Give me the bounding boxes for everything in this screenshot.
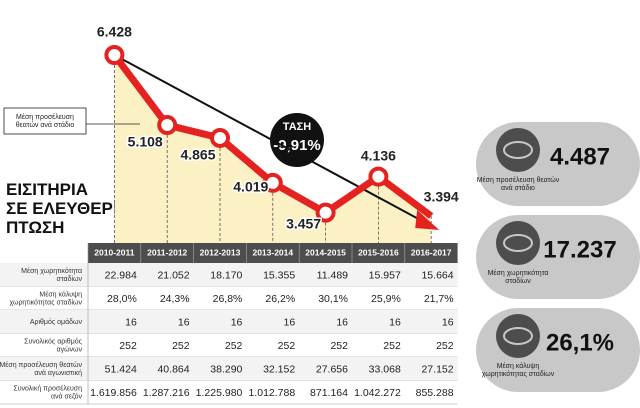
table-cell: 871.164 [310,387,348,399]
table-cell: 252 [436,340,454,352]
row-label: Μέση προσέλευση θεατών ανά αγωνιστική [0,361,82,377]
point-marker [210,127,230,148]
table-cell: 1.042.272 [354,387,401,399]
stat-label: Μέση χωρητικότητα σταδίων [488,269,549,285]
data-label: 3.394 [424,189,459,205]
table-cell: 51.424 [105,364,137,376]
stat-icon-detail [503,141,533,159]
table-row-bg [0,380,458,404]
column-header: 2016-2017 [411,247,452,257]
point-marker [157,115,178,136]
table-cell: 855.288 [416,387,454,399]
table-cell: 16 [231,317,243,329]
table-cell: 16 [389,317,401,329]
stat-value: 26,1% [546,329,614,356]
legend-label: Μέση προσέλευση θεατών ανά στάδιο [16,113,75,129]
data-label: 4.865 [180,147,215,163]
stat-icon-detail [503,234,533,252]
data-label: 4.136 [361,147,396,163]
table-cell: 24,3% [160,293,190,305]
stat-icon [496,221,540,265]
trend-line [113,54,436,229]
stat-value: 4.487 [550,143,610,170]
trend-badge: ΤΑΣΗ -9,91% [270,113,324,167]
column-header: 2011-2012 [147,247,187,257]
table-cell: 21,7% [424,293,454,305]
table-cell: 27.656 [316,364,348,376]
table-cell: 18.170 [210,270,242,282]
table-cell: 16 [125,317,137,329]
data-label: 6.428 [97,24,132,40]
data-label: 3.457 [286,215,321,231]
table-cell: 15.664 [421,270,453,282]
stat-icon [496,128,540,172]
row-label: Συνολική προσέλευση ανά σεζόν [13,384,82,400]
stat-value: 17.237 [543,236,616,263]
table-cell: 1.287.216 [143,387,190,399]
row-label: Αριθμός ομάδων [30,318,83,326]
row-label: Μέση χωρητικότητα σταδίων [21,267,82,283]
table-cell: 15.957 [369,270,401,282]
table-cell: 27.152 [421,364,453,376]
trend-value: -9,91% [273,137,321,154]
table-cell: 16 [178,317,190,329]
table-cell: 25,9% [371,293,401,305]
trend-label: ΤΑΣΗ [283,121,311,133]
table-cell: 40.864 [157,364,189,376]
table-cell: 16 [336,317,348,329]
trend-circle [270,113,324,167]
point-marker [262,172,283,193]
table-cell: 32.152 [263,364,295,376]
table-cell: 11.489 [317,270,348,282]
table-cell: 252 [172,340,190,352]
column-header: 2012-2013 [200,247,241,257]
table-cell: 15.355 [263,270,295,282]
point-marker [104,45,125,65]
chart-title: ΕΙΣΙΤΗΡΙΑ ΣΕ ΕΛΕΥΘΕΡΗ ΠΤΩΣΗ [6,180,125,237]
point-marker [315,202,336,223]
table-cell: 1.012.788 [248,387,295,399]
table-cell: 252 [225,340,243,352]
stat-icon-detail [503,327,533,345]
table-cell: 30,1% [318,293,348,305]
table-cell: 1.225.980 [196,387,243,399]
table-cell: 16 [284,317,296,329]
point-marker [368,166,389,187]
column-header: 2010-2011 [94,247,134,257]
table-row-bg [0,263,458,287]
data-label: 4.019 [233,179,268,195]
table-cell: 1.619.856 [90,387,137,399]
table-row-bg [0,286,458,310]
column-header: 2014-2015 [305,247,346,257]
table-cell: 252 [278,340,296,352]
table-cell: 26,8% [213,293,243,305]
legend-box [3,107,87,135]
table-row-bg [0,357,458,381]
stat-label: Μέση προσέλευση θεατών ανά στάδιο [477,176,560,192]
table-header-bg [88,243,458,263]
table-cell: 28,0% [107,293,137,305]
table-row-bg [0,333,458,357]
stat-label: Μέση κάλυψη χωρητικότητας σταδίων [482,362,555,378]
table-cell: 21.052 [157,270,189,282]
column-header: 2013-2014 [252,247,293,257]
row-label: Μέση κάλυψη χωρητικότητας σταδίων [10,290,83,306]
stat-icon [496,314,540,358]
row-label: Συνολικός αριθμός αγώνων [24,337,82,353]
table-cell: 252 [383,340,401,352]
table-cell: 252 [119,340,137,352]
data-label: 5.108 [128,134,163,150]
table-row-bg [0,310,458,334]
table-cell: 22.984 [105,270,137,282]
table-cell: 33.068 [369,364,401,376]
table-cell: 26,2% [265,293,295,305]
column-header: 2015-2016 [358,247,399,257]
table-cell: 16 [442,317,454,329]
table-cell: 252 [330,340,348,352]
arrow-head [415,210,440,230]
table-cell: 38.290 [210,364,242,376]
